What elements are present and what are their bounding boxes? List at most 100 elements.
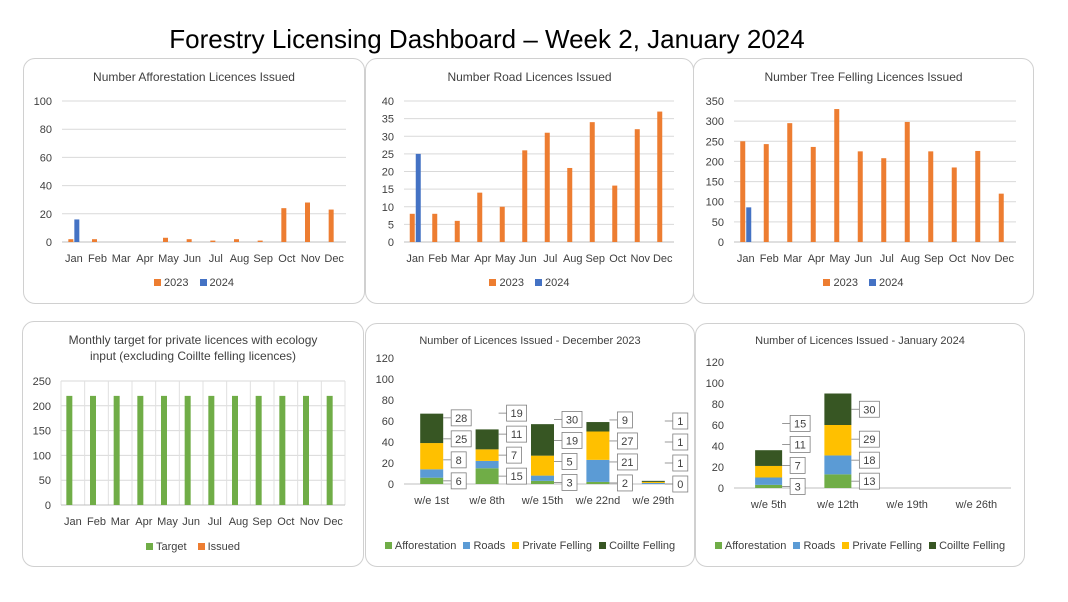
bar-segment: [755, 477, 783, 485]
bar: [137, 395, 144, 505]
x-tick-label: Dec: [324, 253, 344, 265]
legend-label: 2024: [879, 277, 904, 289]
bar-segment: [586, 459, 610, 482]
data-label-box: [616, 432, 638, 450]
chart-legend: Target Issued: [23, 541, 363, 553]
bar-segment: [586, 431, 610, 460]
january-2024-chart: 0 20 40 60 80 100 120 w/e 5th w/e 12th w/e 19th w/…: [706, 357, 1011, 511]
data-label: 18: [863, 455, 875, 467]
x-tick-label: w/e 22nd: [575, 495, 621, 507]
y-tick-label: 150: [33, 426, 51, 438]
legend-label: Issued: [207, 541, 241, 553]
ecology-target-chart-panel: Monthly target for private licences with…: [22, 321, 364, 567]
x-tick-label: Aug: [229, 516, 249, 528]
legend-label: 2023: [163, 277, 189, 289]
x-tick-label: Mar: [112, 253, 131, 265]
bar: [998, 193, 1004, 242]
data-label: 6: [456, 476, 462, 488]
chart-title: Number of Licences Issued - December 202…: [419, 335, 641, 347]
legend-item: Roads: [463, 540, 505, 552]
bar-segment: [755, 465, 783, 478]
legend-label: Afforestation: [724, 540, 787, 552]
legend-label: 2023: [833, 277, 858, 289]
x-tick-label: Jul: [208, 516, 222, 528]
bar: [74, 219, 80, 242]
x-tick-label: Aug: [563, 253, 583, 265]
legend-item: 2023: [153, 277, 189, 289]
december-2023-chart-panel: Number of Licences Issued - December 202…: [365, 323, 695, 567]
bar-segment: [824, 474, 852, 488]
legend-label: Coillte Felling: [939, 540, 1006, 552]
legend-label: Coillte Felling: [609, 540, 676, 552]
bar-segment: [475, 429, 499, 450]
x-tick-label: Jul: [880, 253, 894, 265]
y-tick-label: 40: [382, 437, 394, 449]
afforestation-chart: 0 20 40 60 80 100 Jan Feb Mar Apr May Jun Jul Aug Sep O…: [34, 96, 346, 265]
legend-item: Target: [145, 541, 187, 553]
bar-segment: [586, 481, 610, 484]
legend-item: Issued: [197, 541, 241, 553]
x-tick-label: Dec: [994, 253, 1014, 265]
chart-title-line: Monthly target for private licences with…: [68, 333, 318, 347]
data-label-box: [789, 415, 811, 432]
chart-legend: Afforestation Roads Private Felling Coil…: [696, 540, 1024, 552]
bar: [92, 239, 97, 242]
x-tick-label: Mar: [451, 253, 470, 265]
y-tick-label: 60: [40, 152, 52, 164]
bar: [326, 395, 333, 505]
data-label: 28: [455, 413, 467, 425]
bar: [255, 395, 262, 505]
data-label: 27: [621, 436, 633, 448]
bar: [90, 395, 96, 505]
y-tick-label: 60: [712, 420, 724, 432]
x-tick-label: May: [157, 516, 178, 528]
bar-segment: [420, 477, 444, 484]
bar: [328, 209, 334, 242]
page-title: Forestry Licensing Dashboard – Week 2, J…: [169, 24, 805, 54]
bar: [657, 111, 663, 242]
y-tick-label: 5: [388, 219, 394, 231]
data-label: 11: [511, 429, 522, 441]
bar: [415, 153, 421, 242]
x-tick-label: w/e 29th: [632, 495, 675, 507]
legend-label: Roads: [473, 540, 506, 552]
legend-item: Coillte Felling: [929, 540, 1005, 552]
x-tick-label: Jun: [182, 516, 200, 528]
afforestation-chart-panel: Number Afforestation Licences Issued 0 20…: [23, 58, 365, 304]
bar-segment: [755, 484, 783, 488]
data-label: 1: [677, 437, 683, 449]
legend-item: 2023: [489, 277, 524, 289]
bar: [740, 141, 746, 242]
x-tick-label: Jan: [737, 253, 755, 265]
bar: [881, 158, 887, 242]
bar: [928, 151, 934, 242]
chart-title: Monthly target for private licences with…: [23, 332, 363, 364]
january-2024-chart-panel: Number of Licences Issued - January 2024…: [695, 323, 1025, 567]
data-label-box: [506, 446, 523, 464]
data-label-box: [616, 453, 638, 471]
x-tick-label: Jun: [519, 253, 537, 265]
y-tick-label: 80: [40, 124, 52, 136]
y-tick-label: 20: [382, 458, 394, 470]
bar: [499, 206, 505, 242]
legend-item: Private Felling: [512, 540, 592, 552]
bar: [113, 395, 120, 505]
y-tick-label: 100: [376, 374, 394, 386]
x-tick-label: w/e 19th: [885, 499, 928, 511]
bar-segment: [824, 425, 852, 456]
bar: [305, 202, 310, 242]
legend-item: Coillte Felling: [599, 540, 675, 552]
legend-item: Roads: [793, 540, 835, 552]
data-label: 3: [566, 477, 572, 489]
data-label: 15: [510, 471, 522, 483]
data-label: 19: [566, 435, 578, 447]
legend-label: 2024: [209, 277, 235, 289]
data-label-box: [561, 453, 578, 470]
bar-segment: [586, 422, 610, 432]
y-tick-label: 200: [33, 401, 51, 413]
legend-item: Afforestation: [384, 540, 456, 552]
bar-segment: [824, 393, 852, 425]
x-tick-label: Jan: [65, 253, 83, 265]
data-label: 7: [795, 460, 801, 472]
